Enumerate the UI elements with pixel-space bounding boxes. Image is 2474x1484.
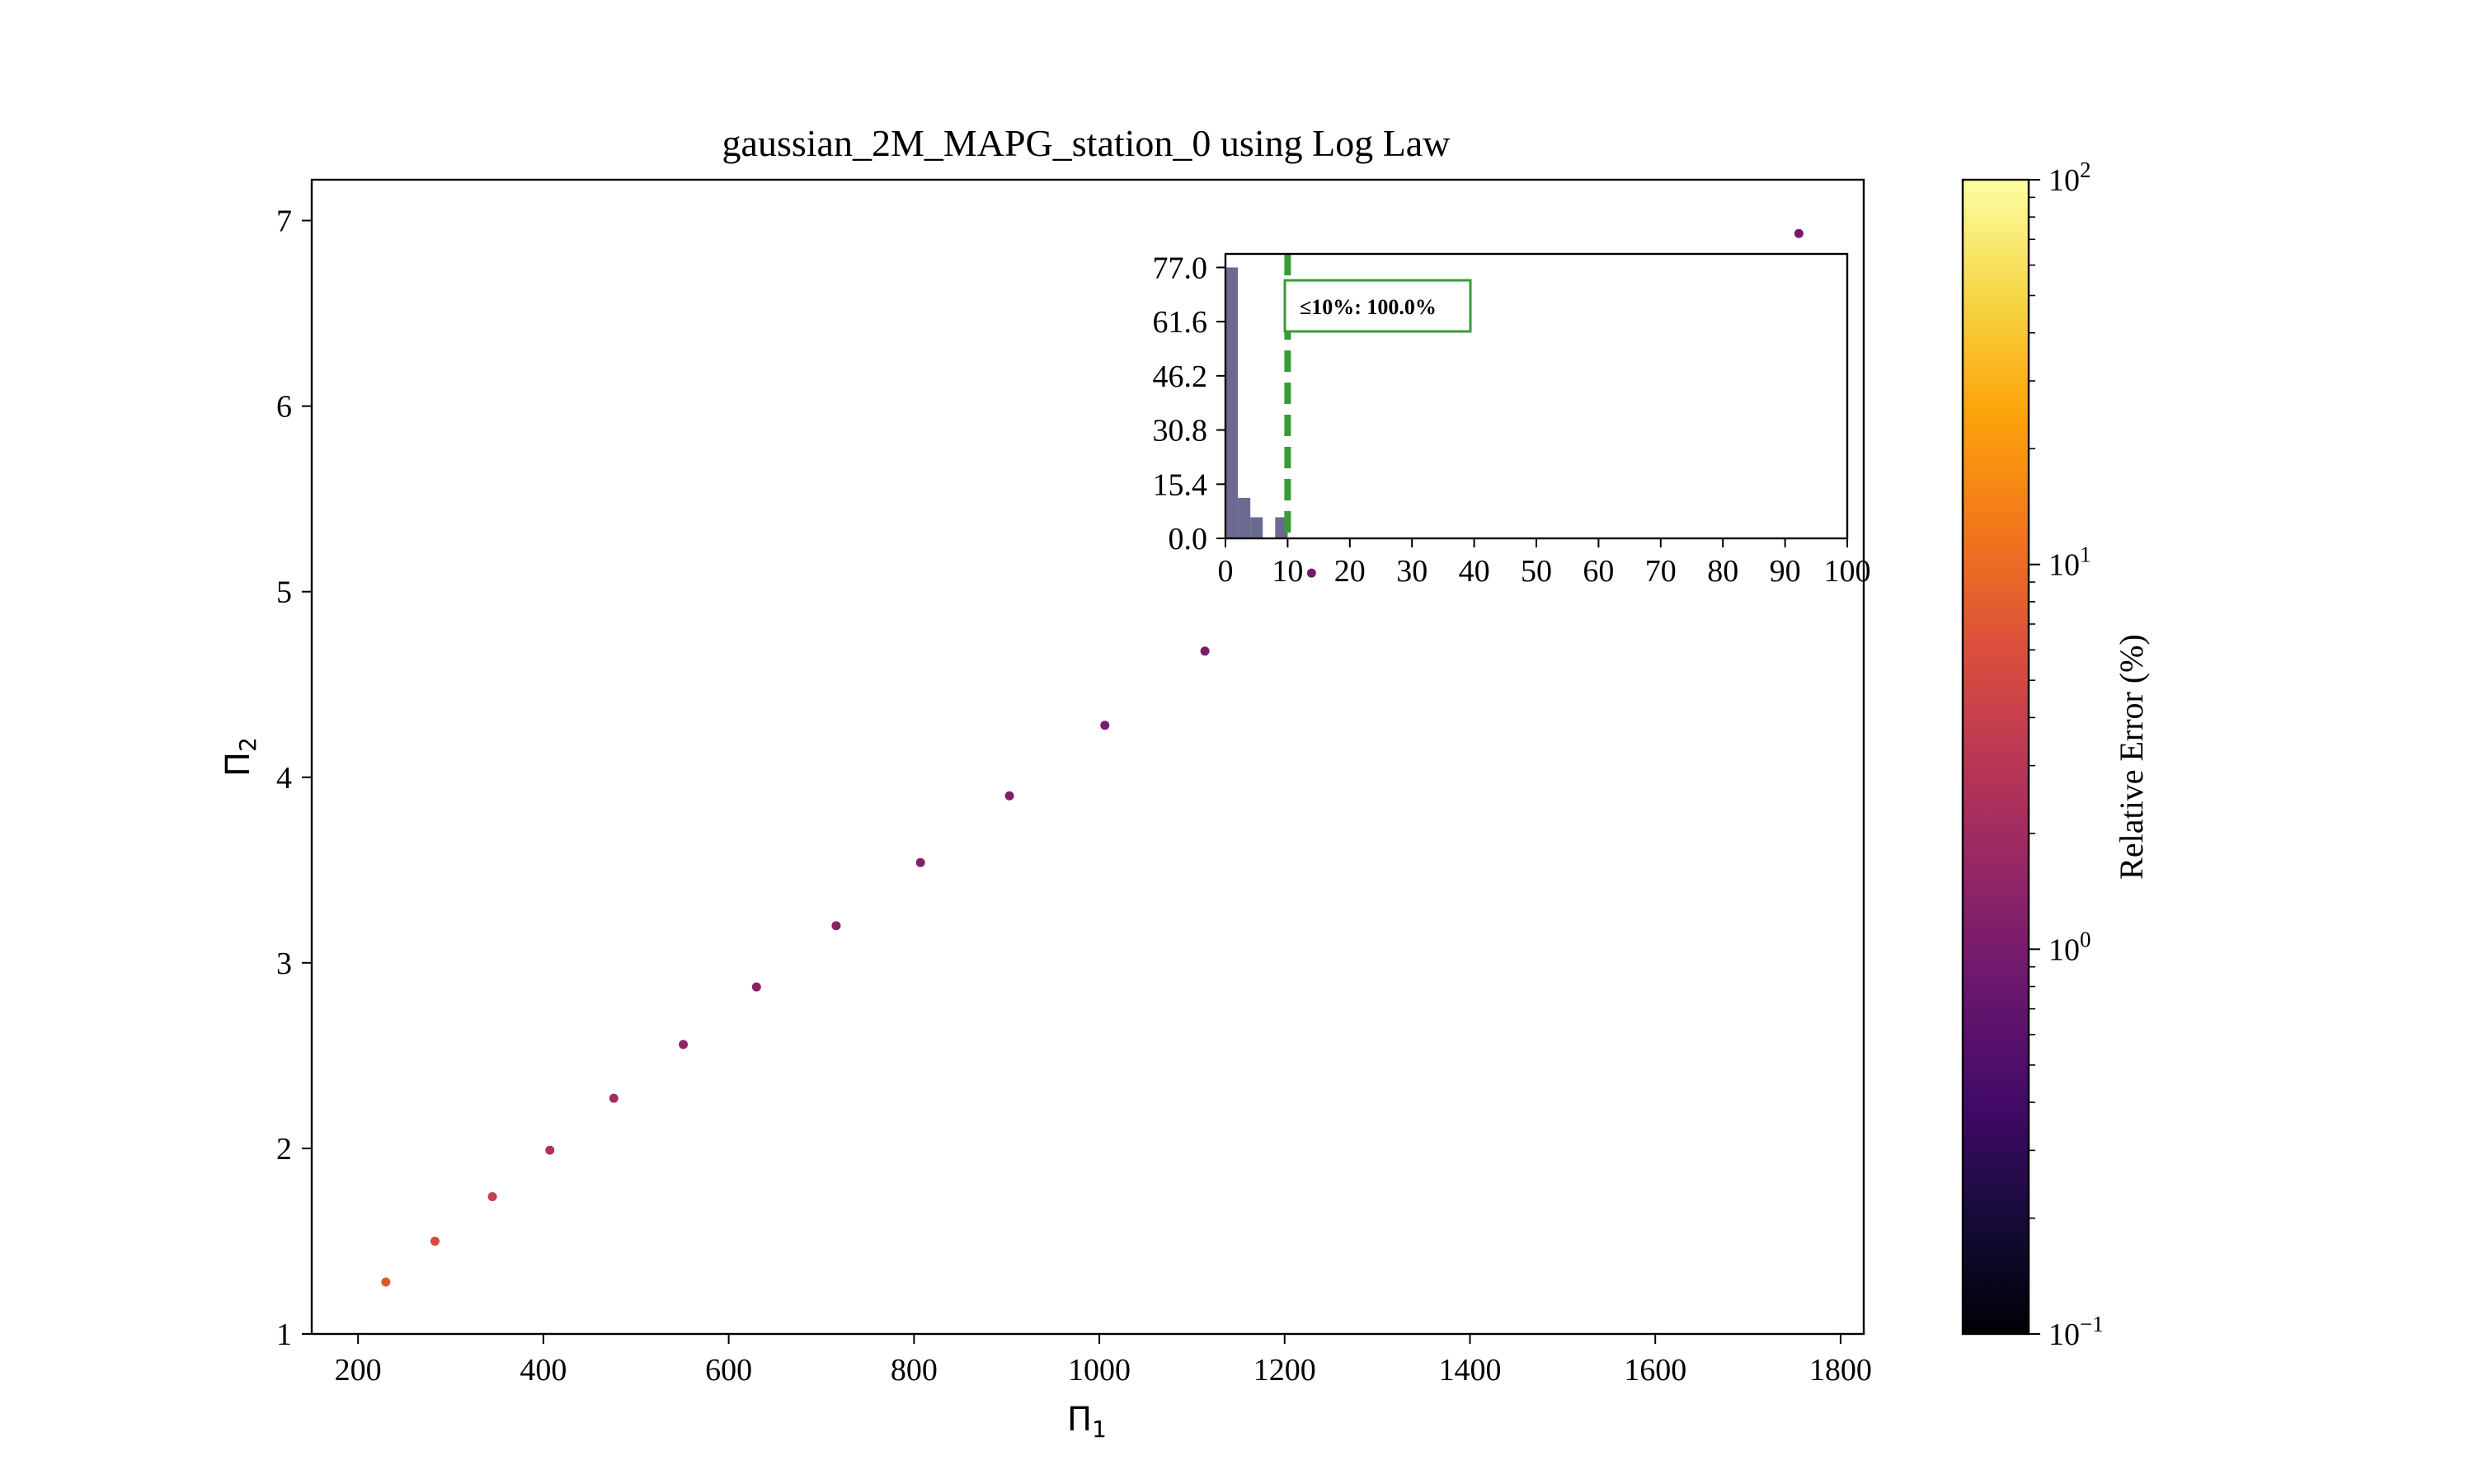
y-tick-label: 7 [276,204,292,239]
scatter-point [381,1277,391,1287]
inset-x-tick-label: 10 [1272,554,1303,589]
histogram-bar [1225,267,1239,538]
inset-histogram: ≤10%: 100.0% 0 10 20 30 40 50 60 70 80 90 100 0.0 1… [1153,251,1871,589]
inset-y-tick-label: 46.2 [1153,359,1208,394]
inset-x-tick-label: 80 [1707,554,1738,589]
inset-x-tick-label: 0 [1218,554,1234,589]
inset-x-tick-label: 70 [1645,554,1677,589]
histogram-bar [1238,497,1251,538]
x-tick-label: 1400 [1438,1353,1501,1388]
y-tick-label: 1 [276,1317,292,1352]
scatter-point [1004,791,1014,801]
colorbar-ticks: 10−1 100 101 102 [2029,157,2104,1352]
x-tick-label: 1200 [1253,1353,1316,1388]
inset-x-tick-label: 50 [1521,554,1552,589]
colorbar-tick-label: 100 [2048,927,2091,967]
scatter-point [831,921,841,931]
colorbar-gradient [1961,178,2030,1336]
inset-x-tick-label: 90 [1770,554,1801,589]
scatter-point [1306,568,1316,578]
x-axis-ticks: 200 400 600 800 1000 1200 1400 1600 1800 [335,1334,1872,1388]
inset-x-tick-label: 40 [1459,554,1490,589]
inset-x-tick-label: 20 [1334,554,1366,589]
inset-y-tick-label: 0.0 [1169,522,1208,556]
x-tick-label: 400 [520,1353,567,1388]
threshold-annotation: ≤10%: 100.0% [1283,279,1472,333]
y-tick-label: 5 [276,575,292,610]
inset-y-tick-label: 15.4 [1153,467,1208,502]
y-axis-label: Π2 [219,737,261,777]
inset-y-tick-label: 30.8 [1153,414,1208,448]
colorbar: 10−1 100 101 102 Relative Error (%) [1961,157,2150,1352]
colorbar-label: Relative Error (%) [2113,634,2150,880]
inset-x-tick-label: 30 [1396,554,1427,589]
scatter-point [751,982,761,992]
scatter-point [1100,721,1110,730]
x-tick-label: 1800 [1809,1353,1872,1388]
y-axis-ticks: 1 2 3 4 5 6 7 [276,204,312,1352]
x-tick-label: 200 [335,1353,382,1388]
colorbar-tick-label: 102 [2048,157,2091,198]
x-tick-label: 1000 [1068,1353,1131,1388]
scatter-point [545,1145,555,1155]
x-tick-label: 800 [891,1353,938,1388]
inset-x-tick-label: 60 [1583,554,1614,589]
inset-x-tick-label: 100 [1824,554,1871,589]
y-tick-label: 4 [276,761,292,796]
inset-x-ticks: 0 10 20 30 40 50 60 70 80 90 100 [1218,538,1871,589]
main-plot: gaussian_2M_MAPG_station_0 using Log Law… [219,122,1872,1443]
annotation-box [1283,279,1472,333]
inset-y-tick-label: 77.0 [1153,251,1208,285]
scatter-point [915,857,925,867]
x-tick-label: 1600 [1624,1353,1686,1388]
annotation-text: ≤10%: 100.0% [1300,295,1437,319]
y-tick-label: 6 [276,390,292,425]
scatter-point [430,1236,440,1246]
inset-y-ticks: 0.0 15.4 30.8 46.2 61.6 77.0 [1153,251,1225,556]
scatter-point [679,1040,689,1050]
histogram-bar [1250,517,1263,538]
x-axis-label: Π1 [1067,1401,1107,1443]
inset-y-tick-label: 61.6 [1153,305,1208,340]
colorbar-tick-label: 10−1 [2048,1312,2104,1352]
scatter-point [1200,646,1210,656]
plot-area [310,178,1865,1336]
y-tick-label: 3 [276,946,292,981]
scatter-point [1794,228,1804,238]
scatter-point [609,1093,618,1103]
chart-title: gaussian_2M_MAPG_station_0 using Log Law [722,122,1451,164]
scatter-points [381,228,1804,1287]
x-tick-label: 600 [705,1353,752,1388]
scatter-point [487,1191,497,1201]
colorbar-tick-label: 101 [2048,542,2091,583]
y-tick-label: 2 [276,1132,292,1167]
